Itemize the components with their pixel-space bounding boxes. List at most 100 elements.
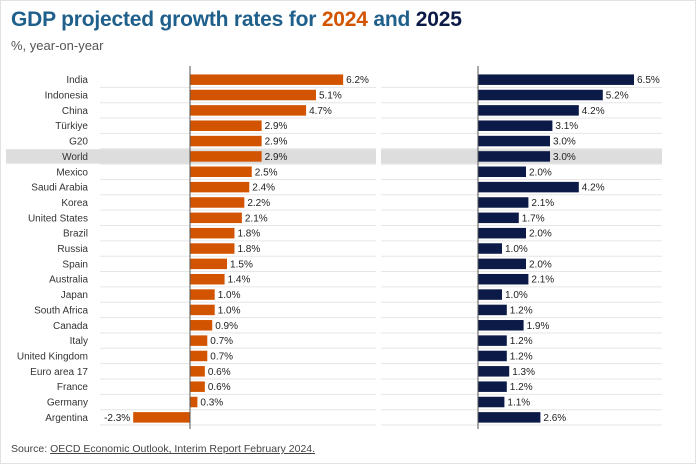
category-label: United Kingdom [17,351,88,362]
source-note: Source: OECD Economic Outlook, Interim R… [11,443,315,455]
value-label: 1.3% [512,367,535,378]
bar [478,74,634,85]
value-label: 3.0% [553,137,576,148]
category-label: Canada [53,321,88,332]
bar [190,120,262,131]
bar [190,350,208,362]
bar [190,197,245,208]
category-label: World [62,152,88,163]
value-label: 1.2% [510,382,533,393]
category-label: France [57,382,89,393]
value-label: 2.1% [531,198,554,209]
value-label: 1.9% [527,321,550,332]
bar [190,273,225,285]
bar [478,335,507,346]
category-label: China [62,106,89,117]
bar [478,273,529,285]
bar [478,181,579,193]
bar [478,320,524,331]
value-label: 2.5% [255,167,278,178]
value-label: 2.6% [543,413,566,424]
bar [478,350,507,362]
value-label: 0.7% [210,336,233,347]
value-label: 2.9% [265,152,288,163]
bar [478,197,529,208]
value-label: 1.8% [237,244,260,255]
bar [190,335,208,346]
value-label: 1.4% [228,275,251,286]
panel-2025: 6.5%5.2%4.2%3.1%3.0%3.0%2.0%4.2%2.1%1.7%… [381,66,662,430]
bar [478,166,526,178]
category-label: Euro area 17 [30,367,88,378]
category-label: United States [28,213,88,224]
bar [478,304,507,316]
bar [478,412,541,423]
title-year-2024: 2024 [321,8,368,31]
value-label: 1.0% [218,305,241,316]
value-label: 2.9% [265,137,288,148]
value-label: -2.3% [104,413,130,424]
value-label: 4.7% [309,106,332,117]
category-label: Korea [61,198,88,209]
value-label: 2.2% [247,198,270,209]
value-label: 6.2% [346,75,369,86]
bar [478,396,505,408]
value-label: 6.5% [637,75,660,86]
bar [190,366,205,377]
value-label: 0.9% [215,321,238,332]
value-label: 5.1% [319,91,342,102]
bar [478,212,519,224]
source-link[interactable]: OECD Economic Outlook, Interim Report Fe… [50,443,316,455]
bar [190,320,213,331]
value-label: 2.0% [529,167,552,178]
bar [190,381,205,392]
category-label: Saudi Arabia [31,183,88,194]
value-label: 1.8% [237,229,260,240]
value-label: 1.5% [230,259,253,270]
category-label: Russia [57,244,88,255]
category-label: Brazil [63,229,88,240]
category-label: Mexico [56,167,88,178]
title-conjunction: and [373,8,411,31]
value-label: 4.2% [582,106,605,117]
value-label: 0.6% [208,382,231,393]
value-label: 2.1% [531,275,554,286]
bar [478,120,553,131]
bar [478,243,502,254]
title-prefix: GDP projected growth rates for [11,8,317,31]
bar [190,243,235,254]
value-label: 3.0% [553,152,576,163]
bar [190,135,262,147]
category-label: Germany [47,398,88,409]
value-label: 2.4% [252,183,275,194]
panel-2024: India 6.2% Indonesia 5.1% China 4.7% Türkiye 2.… [6,66,376,430]
value-label: 1.0% [505,290,528,301]
value-label: 0.6% [208,367,231,378]
bar [478,89,603,101]
bar [190,151,262,162]
value-label: 2.9% [265,121,288,132]
value-label: 2.0% [529,229,552,240]
bar-chart-panels: India 6.2% Indonesia 5.1% China 4.7% Türkiye 2.… [6,66,662,430]
bar [190,304,215,316]
bar [478,366,510,377]
bar [478,227,526,239]
bar [190,89,316,101]
value-label: 1.7% [522,213,545,224]
category-label: Spain [62,259,88,270]
bar [478,135,550,147]
chart-subtitle: %, year-on-year [11,38,104,53]
bar [190,227,235,239]
bar [190,289,215,300]
title-year-2025: 2025 [415,8,462,31]
value-label: 1.2% [510,351,533,362]
category-label: India [66,75,88,86]
bar [190,74,344,85]
value-label: 1.0% [505,244,528,255]
category-label: Italy [70,336,88,347]
value-label: 1.2% [510,336,533,347]
value-label: 2.0% [529,259,552,270]
bar [190,212,242,224]
bar [478,381,507,392]
value-label: 2.1% [245,213,268,224]
